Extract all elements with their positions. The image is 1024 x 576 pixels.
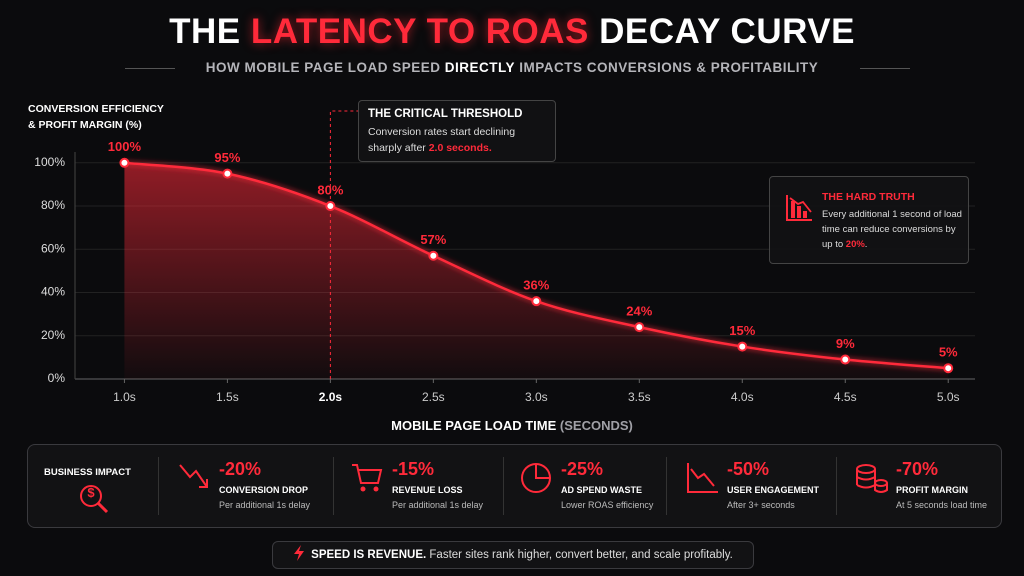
x-tick-label: 3.5s (628, 390, 651, 404)
annotation-text: Conversion rates start declining sharply… (368, 124, 546, 156)
impact-value: -25% (561, 459, 604, 479)
impact-title: BUSINESS IMPACT (44, 467, 131, 478)
annotation-title: THE CRITICAL THRESHOLD (368, 108, 523, 120)
annotation-highlight: 2.0 seconds. (428, 142, 492, 154)
area (124, 162, 949, 379)
impact-label: USER ENGAGEMENT (727, 485, 820, 495)
y-tick-label: 40% (41, 285, 65, 299)
value-label: 80% (317, 182, 343, 197)
value-label: 15% (729, 323, 755, 338)
impact-icon (856, 464, 888, 493)
title-text: DECAY CURVE (599, 12, 855, 51)
impact-label: CONVERSION DROP (219, 485, 309, 495)
bolt-icon (294, 545, 305, 561)
x-tick-label: 1.5s (216, 390, 239, 404)
x-axis-label-main: MOBILE PAGE LOAD TIME (391, 418, 557, 433)
impact-note: Per additional 1s delay (392, 500, 484, 510)
annotation-title: THE HARD TRUTH (822, 191, 915, 203)
impact-icon (179, 464, 208, 488)
y-tick-label: 60% (41, 241, 65, 255)
point (325, 201, 336, 212)
subtitle: HOW MOBILE PAGE LOAD SPEED DIRECTLY IMPA… (0, 60, 1024, 75)
point (737, 341, 748, 352)
point (531, 296, 542, 307)
rule (125, 68, 175, 69)
subtitle-text: IMPACTS CONVERSIONS & PROFITABILITY (519, 60, 819, 75)
value-label: 95% (214, 150, 240, 165)
y-axis-label-line: & PROFIT MARGIN (%) (28, 119, 142, 131)
value-label: 100% (108, 139, 142, 154)
annotation-body: Conversion rates start declining sharply… (368, 126, 516, 154)
impact-item: -20% CONVERSION DROP Per additional 1s d… (171, 445, 331, 527)
annotation-body: . (864, 239, 868, 250)
value-label: 9% (836, 336, 855, 351)
value-label: 36% (523, 278, 549, 293)
impact-icon (687, 463, 718, 493)
svg-text:$: $ (87, 485, 95, 500)
y-tick-label: 20% (41, 328, 65, 342)
x-axis-label-unit: (SECONDS) (559, 418, 633, 433)
annotation-body: Every additional 1 second of load time c… (822, 209, 962, 250)
impact-note: Per additional 1s delay (219, 500, 311, 510)
impact-note: At 5 seconds load time (896, 500, 988, 510)
impact-value: -20% (219, 459, 262, 479)
impact-value: -70% (896, 459, 939, 479)
footer: SPEED IS REVENUE. Faster sites rank high… (272, 541, 754, 569)
impact-header: BUSINESS IMPACT $ (28, 445, 158, 527)
impact-icon (521, 463, 551, 493)
x-tick-label: 2.5s (422, 390, 445, 404)
impact-value: -50% (727, 459, 770, 479)
point (634, 322, 645, 333)
title-highlight: LATENCY TO ROAS (250, 12, 589, 51)
impact-label: AD SPEND WASTE (561, 485, 643, 495)
x-tick-label: 1.0s (113, 390, 136, 404)
impact-note: Lower ROAS efficiency (561, 500, 654, 510)
value-label: 24% (626, 304, 652, 319)
annotation-highlight: 20% (845, 239, 865, 250)
title-text: THE (169, 12, 241, 51)
annotation-text: Every additional 1 second of load time c… (822, 207, 962, 252)
x-tick-label: 5.0s (937, 390, 960, 404)
money-icon: $ (80, 485, 109, 514)
x-axis-label: MOBILE PAGE LOAD TIME (SECONDS) (0, 418, 1024, 433)
y-tick-label: 100% (34, 155, 65, 169)
value-label: 57% (420, 232, 446, 247)
y-tick-label: 80% (41, 198, 65, 212)
impact-item: -70% PROFIT MARGIN At 5 seconds load tim… (848, 445, 998, 527)
point (943, 363, 954, 374)
impact-item: -15% REVENUE LOSS Per additional 1s dela… (344, 445, 504, 527)
impact-panel: BUSINESS IMPACT $ -20% CONVERSION DROP P… (27, 444, 1002, 528)
x-tick-label: 2.0s (319, 390, 343, 404)
point (222, 168, 233, 179)
impact-icon (352, 464, 383, 492)
y-axis-label: CONVERSION EFFICIENCY & PROFIT MARGIN (%) (28, 101, 164, 133)
subtitle-text: HOW MOBILE PAGE LOAD SPEED (205, 60, 441, 75)
impact-label: REVENUE LOSS (392, 485, 463, 495)
title: THE LATENCY TO ROAS DECAY CURVE (0, 12, 1024, 52)
point (119, 157, 130, 168)
decline-icon (786, 195, 812, 221)
y-tick-label: 0% (48, 371, 66, 385)
x-tick-label: 3.0s (525, 390, 548, 404)
point (840, 354, 851, 365)
point (428, 250, 439, 261)
impact-item: -25% AD SPEND WASTE Lower ROAS efficienc… (513, 445, 673, 527)
y-axis-label-line: CONVERSION EFFICIENCY (28, 103, 164, 115)
x-tick-label: 4.5s (834, 390, 857, 404)
subtitle-highlight: DIRECTLY (444, 60, 515, 75)
x-tick-label: 4.0s (731, 390, 754, 404)
value-label: 5% (939, 345, 958, 360)
footer-highlight: SPEED IS REVENUE. (311, 549, 427, 561)
impact-label: PROFIT MARGIN (896, 485, 968, 495)
threshold-box: THE CRITICAL THRESHOLD Conversion rates … (358, 100, 556, 162)
footer-text: Faster sites rank higher, convert better… (429, 549, 733, 561)
hard-truth-box: THE HARD TRUTH Every additional 1 second… (769, 176, 969, 264)
impact-item: -50% USER ENGAGEMENT After 3+ seconds (679, 445, 849, 527)
rule (860, 68, 910, 69)
impact-value: -15% (392, 459, 435, 479)
impact-note: After 3+ seconds (727, 500, 795, 510)
